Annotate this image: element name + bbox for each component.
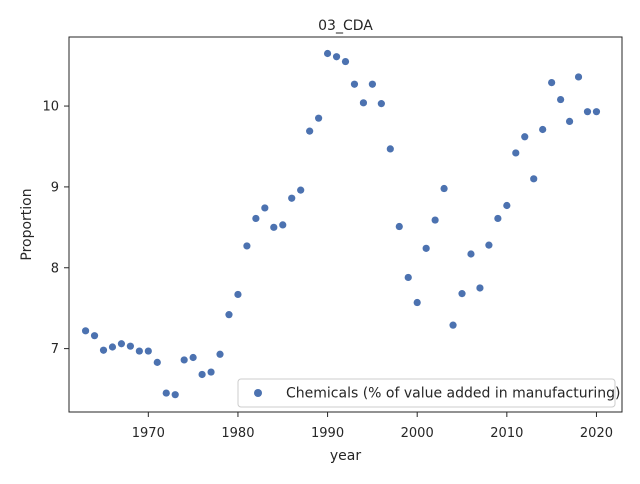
data-point [207,368,215,376]
data-point [404,273,412,282]
data-point [574,73,583,81]
data-point [458,290,466,298]
data-point [359,99,368,107]
points-layer [81,49,601,399]
data-point [108,343,117,351]
y-tick-label: 9 [51,180,59,195]
data-point [189,353,197,362]
data-point [99,346,108,354]
y-axis-label: Proportion [19,188,35,260]
data-point [530,175,538,183]
data-point [171,391,179,399]
y-tick-label: 7 [51,342,59,357]
data-point [592,108,601,116]
data-point [332,53,341,61]
data-point [413,298,421,307]
ticks-layer: 1970 1980 1990 2000 2010 2020 7 8 9 10 [42,100,613,441]
data-point [225,311,233,319]
data-point [395,222,403,231]
data-point [90,332,99,340]
data-point [557,95,565,104]
x-tick-label: 2010 [490,426,523,441]
data-point [261,204,269,212]
data-point [539,125,547,134]
data-point [81,327,90,335]
plot-frame [68,36,623,413]
y-tick-label: 10 [42,100,59,115]
data-point [234,290,242,299]
data-point [297,186,305,194]
data-point [180,356,188,364]
data-point [440,184,448,193]
data-point [252,214,260,223]
data-point [288,194,296,202]
data-point [422,244,430,252]
x-tick-label: 1980 [221,426,254,441]
data-point [323,49,332,58]
data-point [521,133,529,141]
legend-marker [254,389,262,397]
legend-label: Chemicals (% of value added in manufactu… [286,386,620,402]
data-point [216,350,224,358]
data-point [135,347,143,355]
data-point [431,216,439,224]
data-point [368,80,376,88]
data-point [117,340,126,348]
data-point [153,358,161,366]
x-tick-label: 2020 [580,426,613,441]
data-point [565,117,574,126]
data-point [503,201,511,210]
data-point [449,321,457,329]
data-point [162,389,170,397]
x-axis-label: year [330,448,361,464]
data-point [485,241,493,249]
data-point [467,250,475,258]
data-point [270,223,278,231]
data-point [386,145,394,153]
data-point [350,80,359,88]
data-point [279,221,287,229]
data-point [198,370,206,379]
x-tick-label: 1970 [132,426,165,441]
data-point [476,284,484,292]
x-tick-label: 1990 [311,426,344,441]
x-tick-label: 2000 [401,426,434,441]
data-point [583,108,592,116]
data-point [512,149,520,157]
y-tick-label: 8 [51,261,59,276]
data-point [306,127,314,135]
data-point [243,242,251,250]
chart-title: 03_CDA [318,18,373,34]
legend: Chemicals (% of value added in manufactu… [237,378,620,408]
data-point [494,214,502,223]
data-point [126,342,134,350]
data-point [144,347,152,355]
legend-box [237,378,616,408]
data-point [377,100,385,108]
data-point [341,57,350,66]
data-point [315,114,323,122]
data-point [548,79,556,87]
